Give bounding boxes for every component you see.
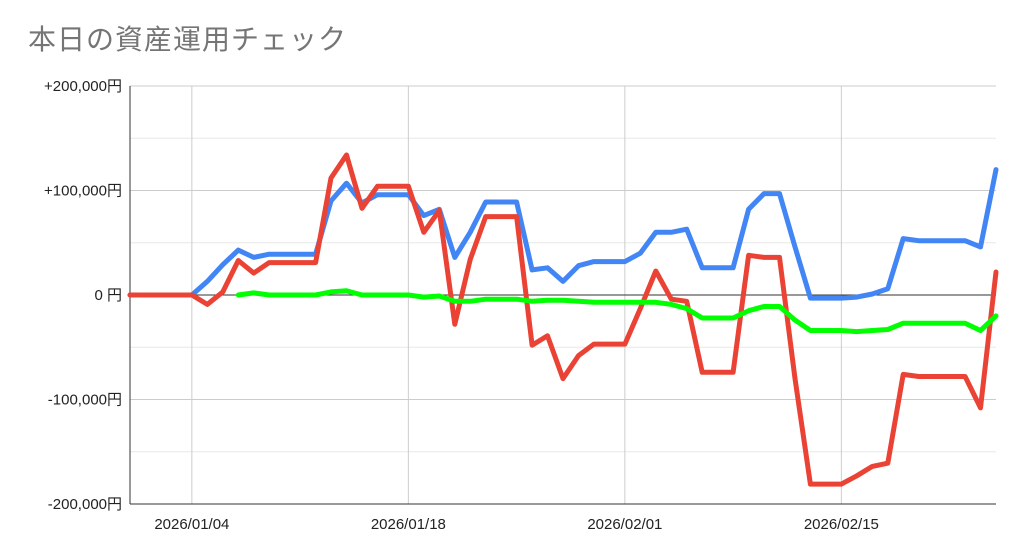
x-tick-label: 2026/01/04 [154, 516, 229, 533]
x-tick-label: 2026/02/01 [587, 516, 662, 533]
chart-title: 本日の資産運用チェック [28, 23, 348, 56]
y-tick-label: +100,000円 [44, 183, 122, 200]
series-line-1 [127, 167, 999, 301]
x-tick-label: 2026/02/15 [804, 516, 879, 533]
series-lines [127, 152, 999, 487]
y-tick-labels: +200,000円 +100,000円 0 円 -100,000円 -200,000円 [44, 78, 122, 513]
x-tick-label: 2026/01/18 [371, 516, 446, 533]
y-tick-label: 0 円 [94, 287, 122, 304]
y-tick-label: -100,000円 [48, 392, 122, 409]
x-tick-labels: 2026/01/04 2026/01/18 2026/02/01 2026/02/15 [154, 516, 879, 533]
series-line-3 [235, 288, 999, 335]
y-tick-label: -200,000円 [48, 496, 122, 513]
series-line-2 [127, 152, 999, 487]
y-tick-label: +200,000円 [44, 78, 122, 95]
